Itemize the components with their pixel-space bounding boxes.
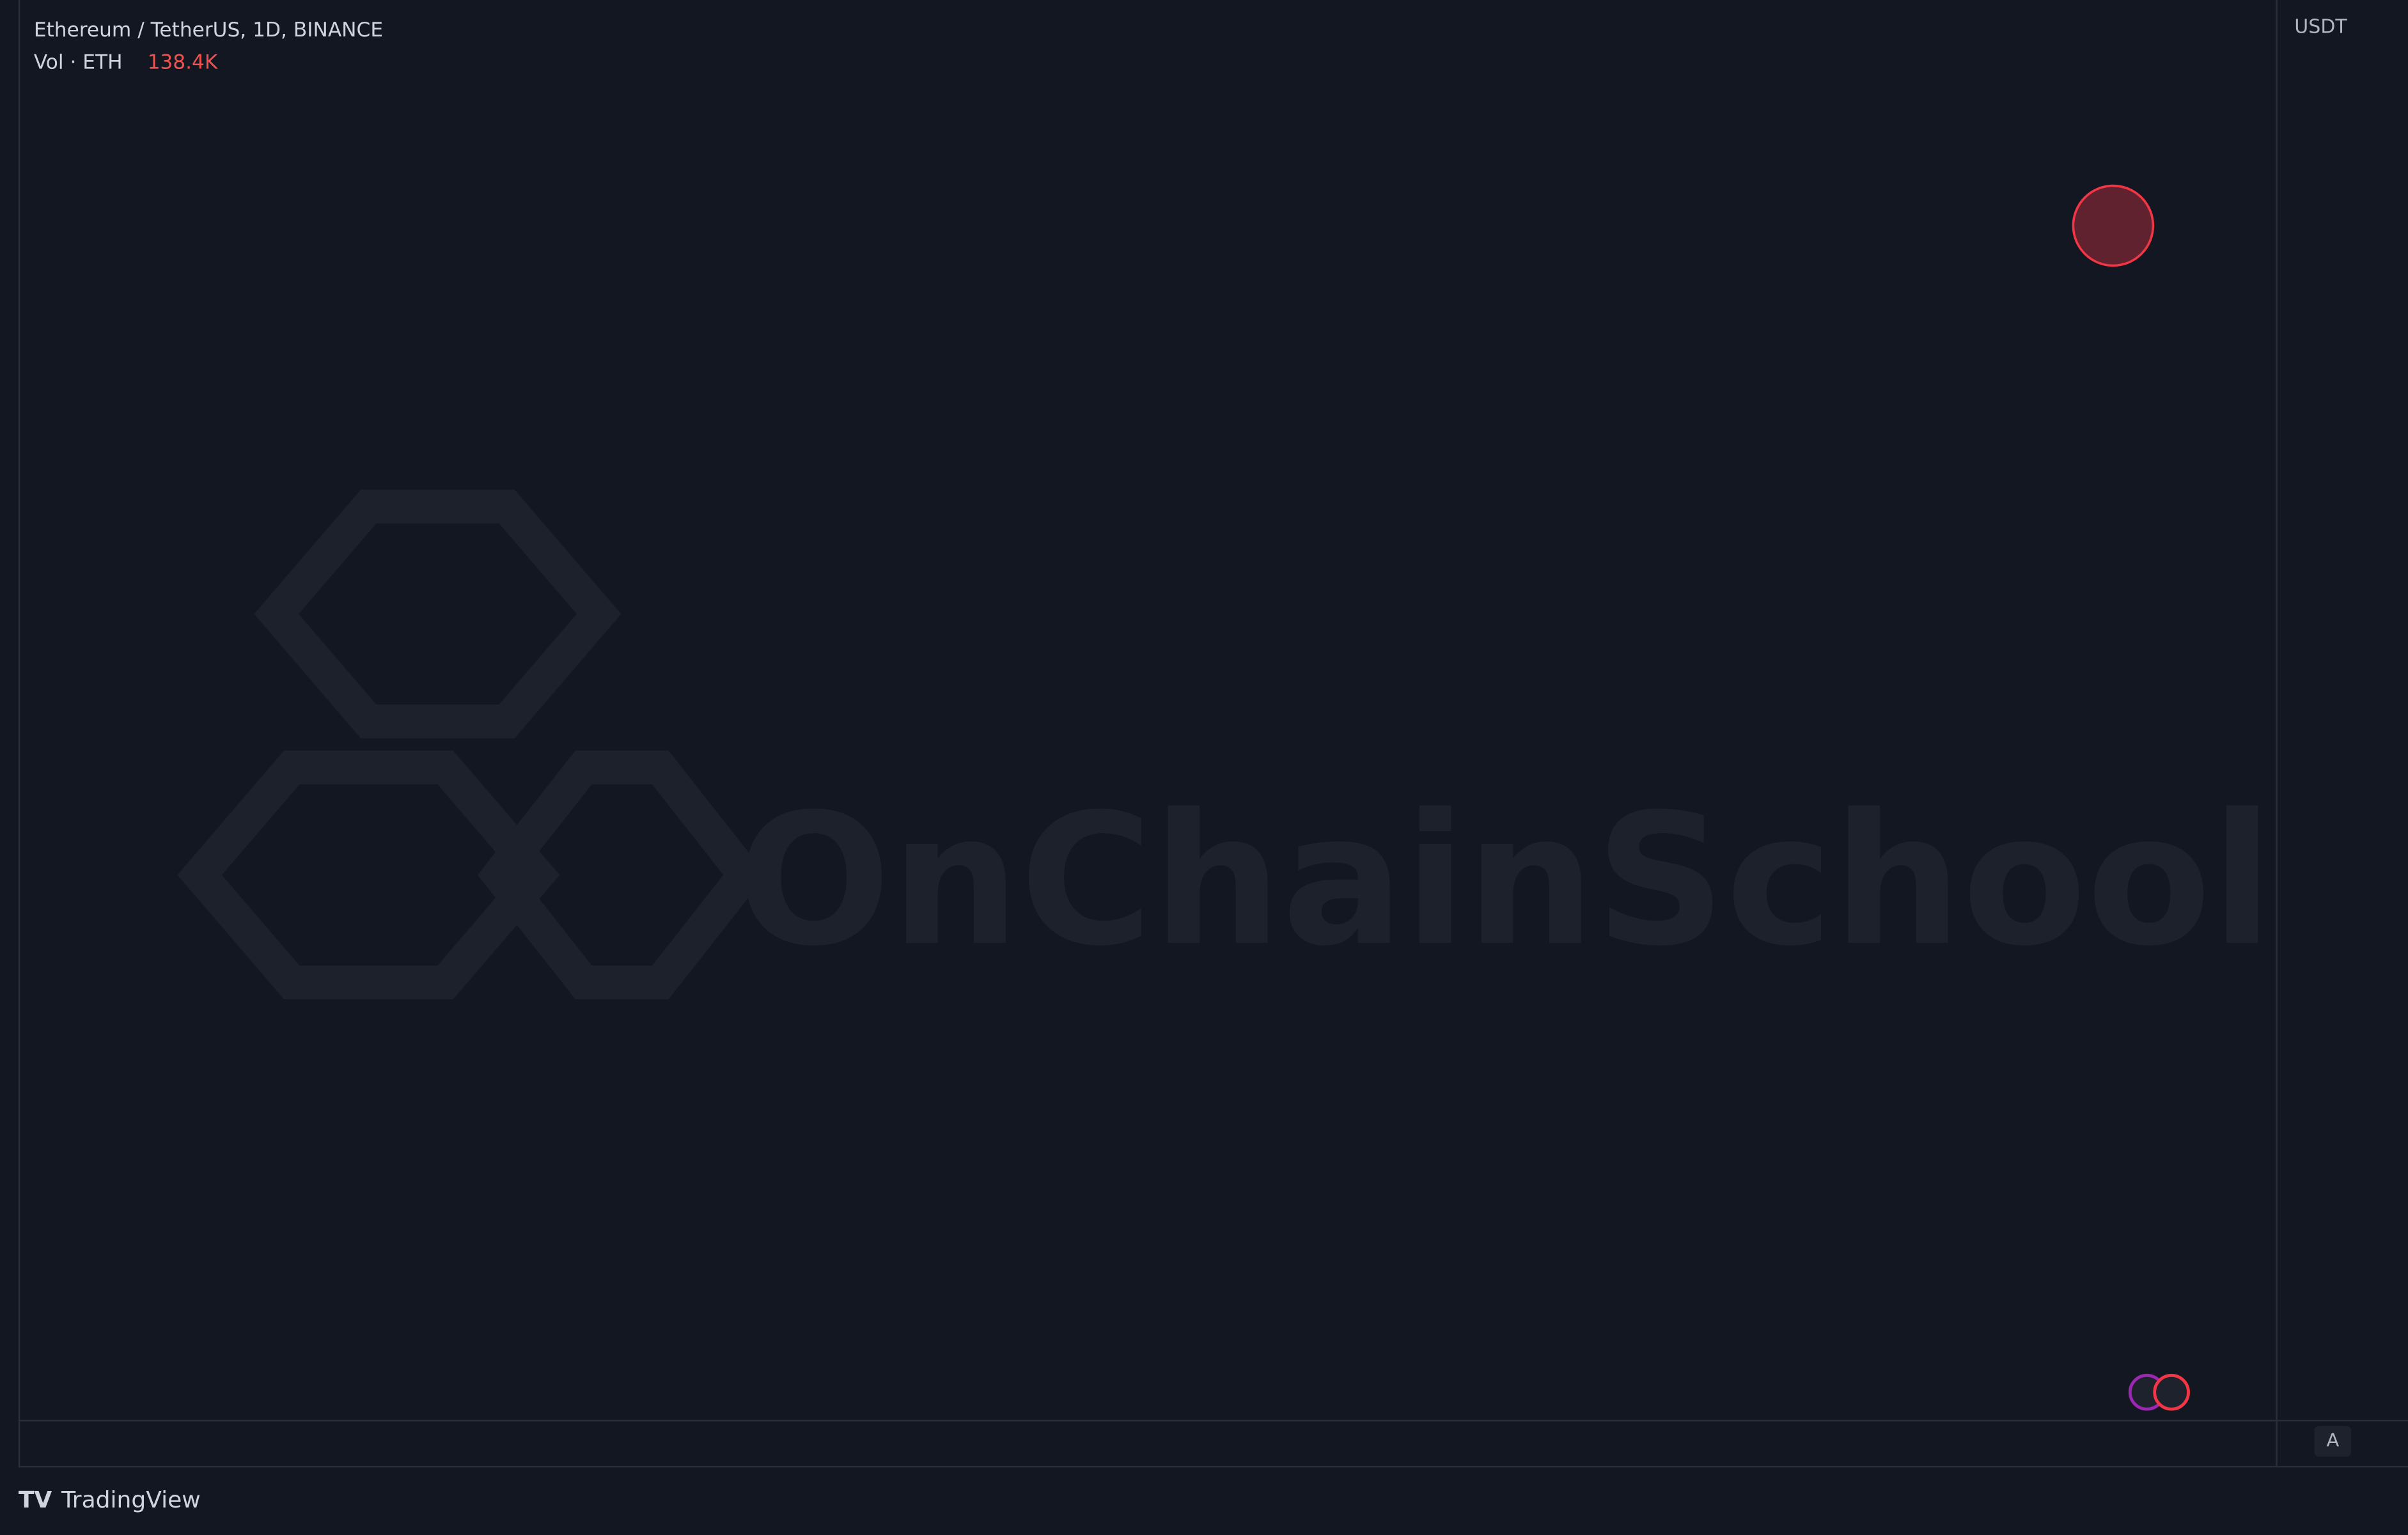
price-axis-panel xyxy=(2277,0,2408,1420)
brand-logo: TV xyxy=(19,1487,52,1513)
event-icon[interactable] xyxy=(2153,1373,2190,1411)
highlight-circle xyxy=(2072,184,2155,267)
scale-button-label[interactable]: A xyxy=(2326,1430,2339,1451)
scale-button[interactable] xyxy=(2314,1426,2352,1457)
volume-value: 138.4K xyxy=(148,51,219,74)
currency-label: USDT xyxy=(2294,16,2347,38)
watermark-hex xyxy=(254,489,622,738)
volume-label: Vol · ETH xyxy=(34,51,123,74)
symbol-title: Ethereum / TetherUS, 1D, BINANCE xyxy=(34,19,383,42)
watermark-text: OnChainSchool xyxy=(737,775,2273,986)
watermark-hex xyxy=(177,751,560,1000)
watermark-hex xyxy=(477,751,767,1000)
watermark: OnChainSchool xyxy=(177,489,2273,1000)
brand-name: TradingView xyxy=(61,1487,201,1513)
